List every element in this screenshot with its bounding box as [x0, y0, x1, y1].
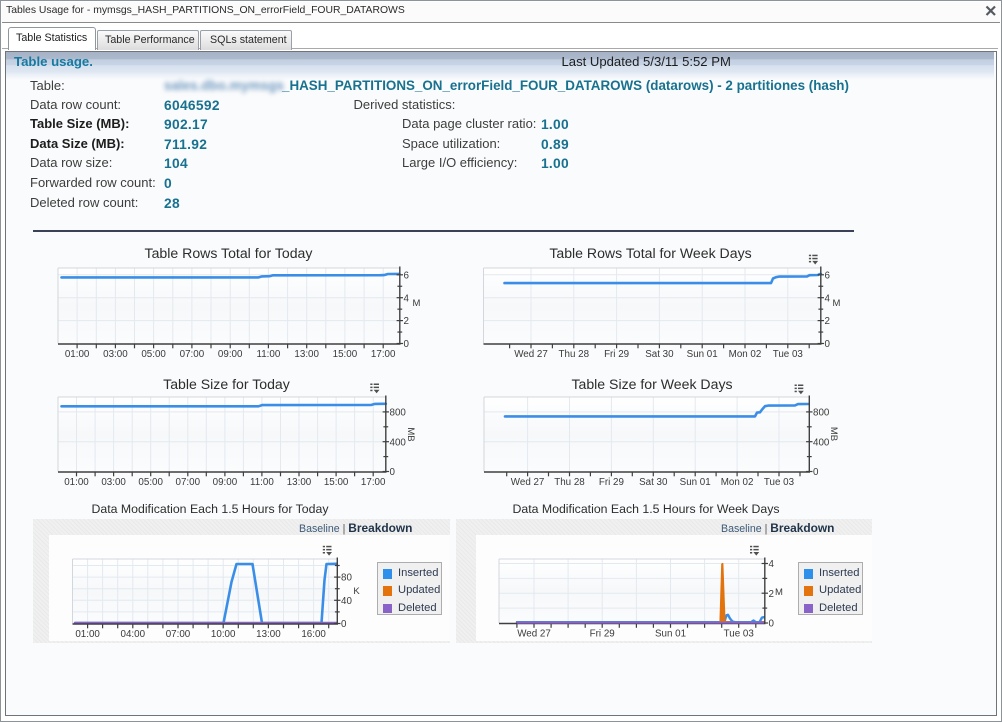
svg-text:13:00: 13:00 — [256, 629, 281, 640]
svg-text:07:00: 07:00 — [180, 349, 205, 360]
svg-text:400: 400 — [813, 437, 830, 448]
svg-text:05:00: 05:00 — [138, 477, 163, 488]
svg-text:800: 800 — [390, 408, 407, 419]
svg-text:09:00: 09:00 — [213, 477, 238, 488]
svg-text:4: 4 — [769, 559, 775, 570]
svg-text:17:00: 17:00 — [361, 477, 386, 488]
svg-text:04:00: 04:00 — [121, 629, 146, 640]
svg-text:2: 2 — [825, 316, 830, 327]
svg-text:6: 6 — [404, 270, 410, 281]
svg-text:Thu 28: Thu 28 — [554, 477, 585, 488]
svg-text:Wed 27: Wed 27 — [517, 629, 551, 640]
svg-text:80: 80 — [341, 573, 352, 584]
svg-text:40: 40 — [341, 596, 352, 607]
svg-text:0: 0 — [813, 467, 819, 478]
svg-text:03:00: 03:00 — [101, 477, 126, 488]
svg-text:Sat 30: Sat 30 — [645, 349, 674, 360]
svg-text:Sat 30: Sat 30 — [639, 477, 668, 488]
svg-text:01:00: 01:00 — [75, 629, 100, 640]
svg-text:4: 4 — [825, 293, 831, 304]
svg-text:17:00: 17:00 — [371, 349, 396, 360]
svg-text:07:00: 07:00 — [166, 629, 191, 640]
svg-text:MB: MB — [405, 427, 416, 441]
svg-text:2: 2 — [769, 589, 774, 600]
svg-text:400: 400 — [390, 437, 407, 448]
svg-text:07:00: 07:00 — [176, 477, 201, 488]
svg-text:6: 6 — [825, 270, 831, 281]
svg-text:Wed 27: Wed 27 — [511, 477, 545, 488]
svg-text:Tue 03: Tue 03 — [724, 629, 755, 640]
svg-text:13:00: 13:00 — [294, 349, 319, 360]
svg-text:0: 0 — [404, 339, 410, 350]
svg-text:16:00: 16:00 — [301, 629, 326, 640]
svg-text:Tue 03: Tue 03 — [764, 477, 795, 488]
svg-text:11:00: 11:00 — [257, 349, 281, 360]
svg-text:01:00: 01:00 — [64, 477, 89, 488]
svg-text:10:00: 10:00 — [211, 629, 236, 640]
svg-text:0: 0 — [769, 619, 775, 630]
svg-text:800: 800 — [813, 408, 830, 419]
svg-text:Tue 03: Tue 03 — [773, 349, 804, 360]
svg-text:15:00: 15:00 — [324, 477, 349, 488]
svg-text:4: 4 — [404, 293, 410, 304]
svg-text:03:00: 03:00 — [103, 349, 128, 360]
svg-text:Fri 29: Fri 29 — [599, 477, 624, 488]
svg-text:Wed 27: Wed 27 — [514, 349, 548, 360]
svg-text:15:00: 15:00 — [333, 349, 358, 360]
svg-text:Mon 02: Mon 02 — [729, 349, 762, 360]
svg-text:0: 0 — [825, 339, 831, 350]
svg-text:MB: MB — [828, 427, 839, 441]
svg-text:2: 2 — [404, 316, 409, 327]
svg-text:Sun 01: Sun 01 — [680, 477, 711, 488]
svg-text:Mon 02: Mon 02 — [721, 477, 754, 488]
svg-text:M: M — [413, 298, 421, 309]
svg-text:09:00: 09:00 — [218, 349, 243, 360]
svg-text:M: M — [775, 587, 783, 598]
svg-text:Thu 28: Thu 28 — [559, 349, 590, 360]
svg-text:Sun 01: Sun 01 — [655, 629, 686, 640]
svg-text:Fri 29: Fri 29 — [604, 349, 629, 360]
svg-text:11:00: 11:00 — [250, 477, 274, 488]
svg-text:05:00: 05:00 — [141, 349, 166, 360]
svg-text:Fri 29: Fri 29 — [590, 629, 615, 640]
svg-text:0: 0 — [390, 467, 396, 478]
svg-text:K: K — [353, 586, 360, 597]
svg-text:13:00: 13:00 — [287, 477, 312, 488]
svg-text:M: M — [833, 298, 841, 309]
svg-text:01:00: 01:00 — [65, 349, 90, 360]
svg-text:0: 0 — [341, 619, 347, 630]
svg-text:Sun 01: Sun 01 — [687, 349, 718, 360]
